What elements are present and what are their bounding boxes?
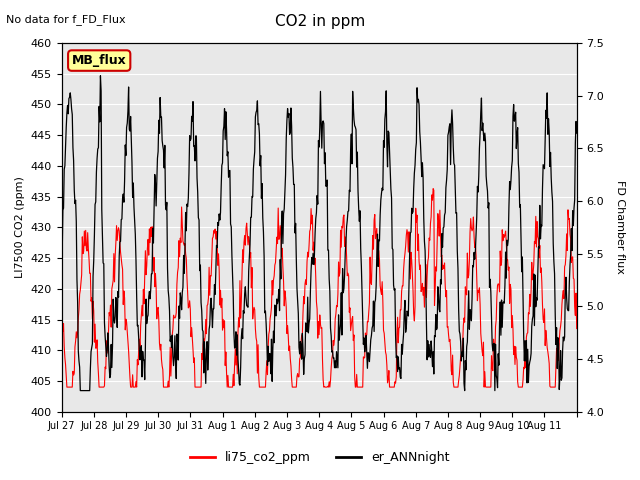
Y-axis label: FD Chamber flux: FD Chamber flux	[615, 180, 625, 274]
Legend: li75_co2_ppm, er_ANNnight: li75_co2_ppm, er_ANNnight	[186, 446, 454, 469]
Text: CO2 in ppm: CO2 in ppm	[275, 14, 365, 29]
Y-axis label: LI7500 CO2 (ppm): LI7500 CO2 (ppm)	[15, 177, 25, 278]
Text: No data for f_FD_Flux: No data for f_FD_Flux	[6, 14, 126, 25]
Text: MB_flux: MB_flux	[72, 54, 127, 67]
